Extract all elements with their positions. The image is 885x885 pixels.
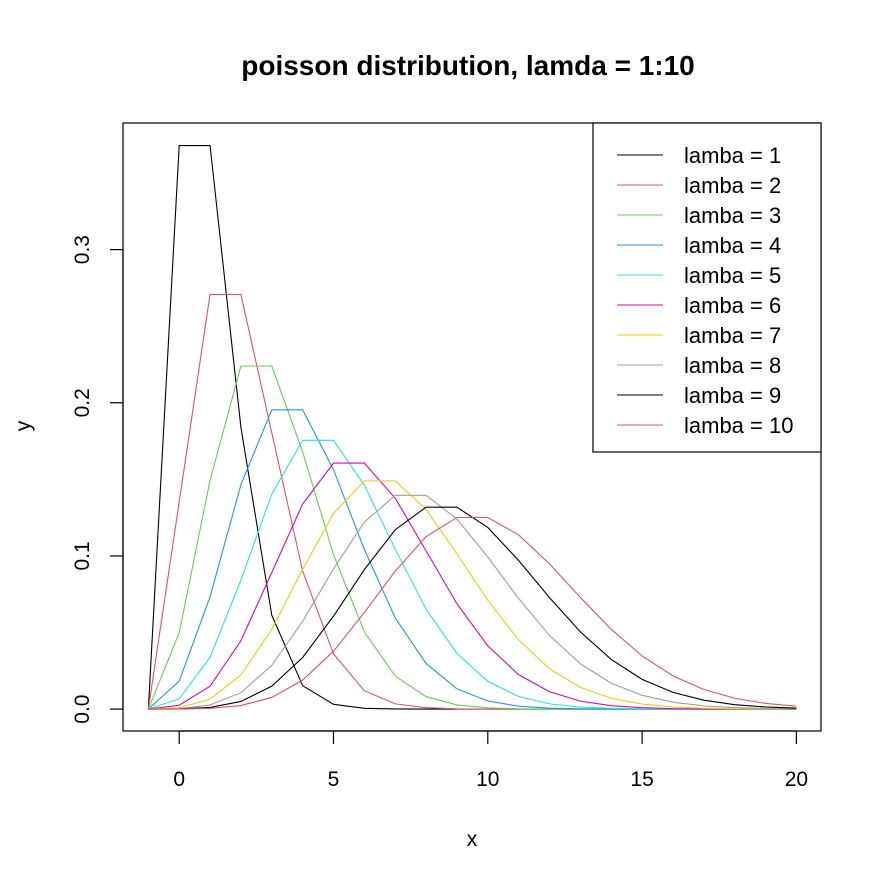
legend: lamba = 1 lamba = 2 lamba = 3 lamba = 4 lamb… [592,122,822,453]
legend-label-3: lamba = 3 [684,203,781,228]
x-axis-label: x [467,828,478,851]
x-tick-label-1: 5 [328,768,340,791]
legend-label-4: lamba = 4 [684,233,781,258]
y-axis-label: y [12,420,35,431]
legend-label-6: lamba = 6 [684,293,781,318]
x-tick-label-2: 10 [476,768,499,791]
x-axis: 0 5 10 15 20 [173,730,808,791]
x-tick-label-4: 20 [785,768,808,791]
legend-label-9: lamba = 9 [684,383,781,408]
legend-label-5: lamba = 5 [684,263,781,288]
series-line-8 [148,494,797,710]
legend-label-2: lamba = 2 [684,173,781,198]
y-axis: 0.0 0.1 0.2 0.3 [71,235,124,724]
series-line-7 [148,480,797,710]
y-tick-label-1: 0.1 [71,541,94,570]
y-tick-label-0: 0.0 [71,694,94,723]
legend-label-1: lamba = 1 [684,143,781,168]
chart-title: poisson distribution, lamda = 1:10 [241,50,695,81]
x-tick-label-3: 15 [630,768,653,791]
y-tick-label-2: 0.2 [71,388,94,417]
x-tick-label-0: 0 [173,768,185,791]
series-layer [147,145,797,710]
legend-label-8: lamba = 8 [684,353,781,378]
legend-label-7: lamba = 7 [684,323,781,348]
series-line-10 [148,516,797,710]
legend-box [592,122,822,453]
y-tick-label-3: 0.3 [71,235,94,264]
series-line-6 [148,462,797,710]
legend-label-10: lamba = 10 [684,413,793,438]
